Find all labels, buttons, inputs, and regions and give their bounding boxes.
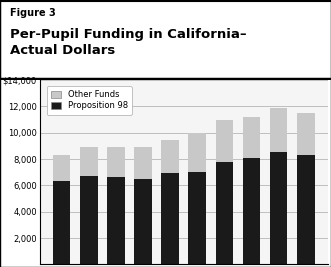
Bar [134,147,152,179]
Bar [53,182,71,264]
Bar [161,173,179,264]
Legend: Other Funds, Proposition 98: Other Funds, Proposition 98 [47,86,132,115]
Bar [188,172,206,264]
Bar [270,108,287,152]
Bar [243,158,260,264]
Bar [188,134,206,172]
Bar [107,178,125,264]
Bar [297,113,314,155]
Bar [270,152,287,264]
Bar [53,155,71,182]
Text: Per-Pupil Funding in California–
Actual Dollars: Per-Pupil Funding in California– Actual … [10,28,247,57]
Bar [161,140,179,173]
Bar [215,120,233,162]
Bar [80,147,98,176]
Bar [80,176,98,264]
Bar [297,155,314,264]
Bar [243,117,260,158]
Bar [215,162,233,264]
Text: Figure 3: Figure 3 [10,8,56,18]
Bar [134,179,152,264]
Bar [107,147,125,178]
